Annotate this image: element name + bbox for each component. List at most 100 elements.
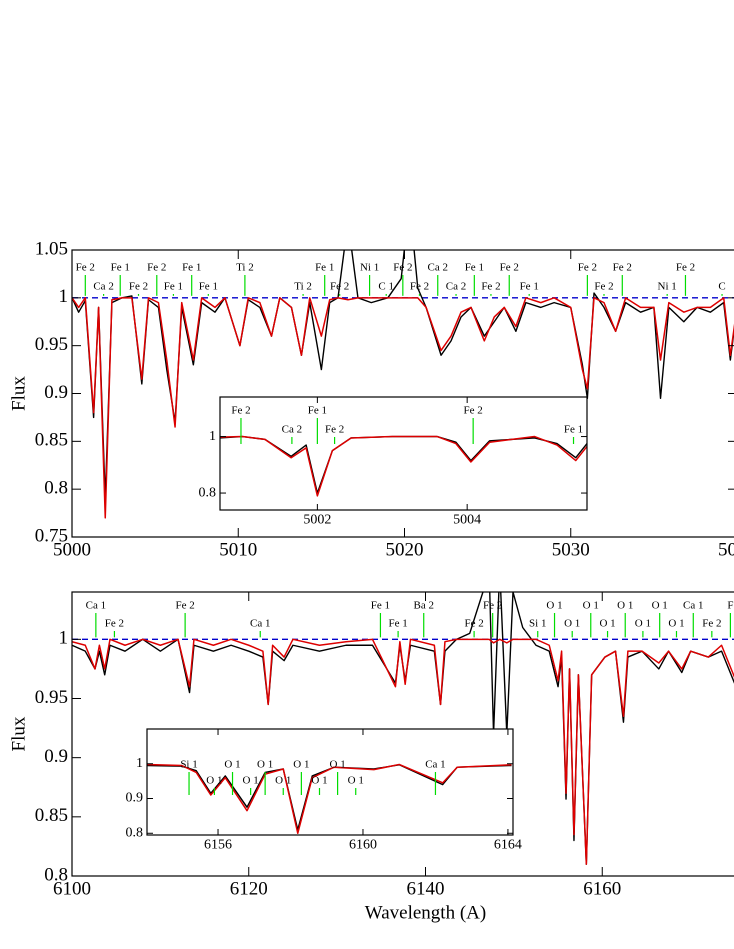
line-id-label: Ti 2 <box>294 281 312 293</box>
x-tick-label: 6100 <box>53 879 91 900</box>
y-tick-label: 1 <box>136 756 143 771</box>
x-tick-label: 6160 <box>583 879 621 900</box>
plot-area <box>72 250 734 519</box>
line-id-label: Fe 2 <box>231 405 250 417</box>
x-tick-label: 5020 <box>386 540 424 561</box>
x-tick-label: 5030 <box>552 540 590 561</box>
y-tick-label: 0.8 <box>126 825 144 840</box>
x-tick-label: 5040 <box>718 540 734 561</box>
line-id-label: O 1 <box>348 775 364 787</box>
x-tick-label: 5000 <box>53 540 91 561</box>
x-tick-label: 5004 <box>453 513 481 528</box>
line-id-label: Fe 1 <box>520 281 539 293</box>
line-id-label: Fe 2 <box>500 262 519 274</box>
plot-frame <box>219 396 588 511</box>
line-id-label: Ca 1 <box>683 600 703 612</box>
line-id-label: Fe 1 <box>199 281 218 293</box>
x-axis-label: Wavelength (A) <box>365 902 486 923</box>
line-id-label: Ca 1 <box>86 600 106 612</box>
line-id-label: Fe 2 <box>76 262 95 274</box>
plot-area <box>147 763 512 835</box>
line-id-label: Fe 2 <box>325 424 344 436</box>
line-id-label: Fe 2 <box>175 600 194 612</box>
y-tick-label: 0.9 <box>126 791 144 806</box>
y-tick-label: 0.95 <box>35 687 68 708</box>
line-id-label: C <box>718 281 725 293</box>
y-tick-label: 1 <box>59 628 69 649</box>
line-id-label: O 1 <box>293 759 309 771</box>
line-id-label: O 1 <box>668 618 684 630</box>
line-id-label: Ca 2 <box>446 281 466 293</box>
line-id-label: O 1 <box>546 600 562 612</box>
y-tick-label: 0.8 <box>44 864 68 885</box>
line-id-label: Fe 2 <box>464 618 483 630</box>
line-id-label: Fe 1 <box>564 424 583 436</box>
line-id-label: Fe 2 <box>594 281 613 293</box>
line-id-label: Ca 1 <box>425 759 445 771</box>
line-id-label: Fe 1 <box>182 262 201 274</box>
y-tick-label: 0.95 <box>35 334 68 355</box>
line-id-label: Fe 2 <box>702 618 721 630</box>
plot-area <box>72 592 734 865</box>
line-id-label: Si 1 <box>180 759 197 771</box>
y-tick-label: 0.75 <box>35 525 68 546</box>
line-id-label: Fe 2 <box>410 281 429 293</box>
x-tick-label: 5010 <box>219 540 257 561</box>
line-id-label: Fe 1 <box>111 262 130 274</box>
x-tick-label: 6164 <box>494 838 522 853</box>
line-id-label: Fe 1 <box>315 262 334 274</box>
line-id-label: Fe 2 <box>676 262 695 274</box>
line-id-label: O 1 <box>617 600 633 612</box>
x-tick-label: 6140 <box>407 879 445 900</box>
line-id-label: Fe 2 <box>578 262 597 274</box>
line-id-label: Fe 2 <box>393 262 412 274</box>
y-axis-label: Flux <box>8 716 29 751</box>
y-tick-label: 0.9 <box>44 746 68 767</box>
line-id-label: Ca 1 <box>250 618 270 630</box>
line-id-label: Fe 1 <box>388 618 407 630</box>
line-id-label: Fe 1 <box>371 600 390 612</box>
y-tick-label: 1 <box>59 286 69 307</box>
plot-area <box>220 435 587 497</box>
inset-background <box>220 397 587 510</box>
y-tick-label: 0.8 <box>44 478 68 499</box>
line-id-label: O 1 <box>275 775 291 787</box>
line-id-label: Fe 2 <box>330 281 349 293</box>
line-id-label: Ba 2 <box>413 600 433 612</box>
spectrum-line <box>220 435 587 497</box>
line-id-label: Fe 2 <box>464 405 483 417</box>
plot-frame <box>146 728 514 836</box>
line-id-label: Ti 2 <box>236 262 254 274</box>
x-tick-label: 5002 <box>303 513 331 528</box>
y-tick-label: 1.05 <box>35 238 68 259</box>
line-id-label: Ni 1 <box>658 281 677 293</box>
x-tick-label: 6160 <box>349 838 377 853</box>
y-tick-label: 0.9 <box>44 382 68 403</box>
line-id-label: Fe 1 <box>164 281 183 293</box>
line-id-label: O 1 <box>635 618 651 630</box>
inset-background <box>147 729 513 835</box>
line-id-label: O 1 <box>243 775 259 787</box>
line-id-label: O 1 <box>224 759 240 771</box>
line-id-label: O 1 <box>311 775 327 787</box>
line-id-label: Fe 2 <box>613 262 632 274</box>
line-id-label: Ca 2 <box>282 424 302 436</box>
x-tick-label: 6120 <box>230 879 268 900</box>
line-id-label: C 1 <box>378 281 394 293</box>
y-axis-label: Flux <box>8 376 29 411</box>
line-id-label: O 1 <box>257 759 273 771</box>
y-tick-label: 0.85 <box>35 430 68 451</box>
line-id-label: F <box>727 600 733 612</box>
line-id-label: O 1 <box>206 775 222 787</box>
line-id-label: Fe 2 <box>483 600 502 612</box>
line-id-label: O 1 <box>599 618 615 630</box>
spectrum-line <box>72 297 734 519</box>
line-id-label: Fe 2 <box>481 281 500 293</box>
spectrum-line <box>72 638 734 865</box>
y-tick-label: 0.85 <box>35 805 68 826</box>
line-id-label: O 1 <box>652 600 668 612</box>
spectrum-line <box>147 763 512 835</box>
line-id-label: Ca 2 <box>428 262 448 274</box>
